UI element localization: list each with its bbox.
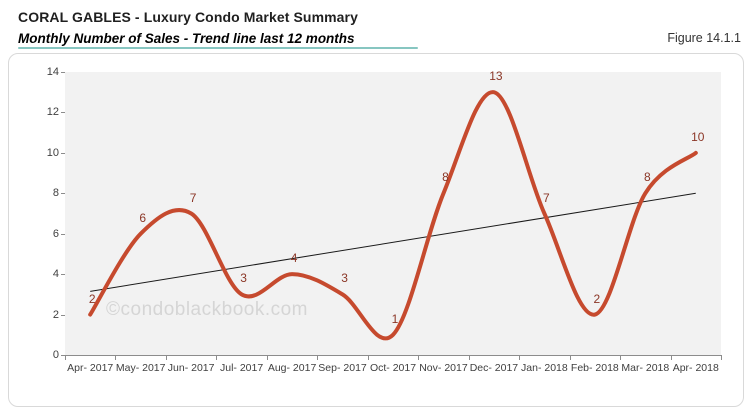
x-axis-tick-label: Oct- 2017 xyxy=(369,362,417,374)
y-axis-tickmark xyxy=(61,193,65,195)
y-axis-tickmark xyxy=(61,152,65,154)
y-axis-tick-label: 2 xyxy=(52,308,59,321)
y-axis-tick-label: 6 xyxy=(52,227,59,240)
x-axis-tick-label: Apr- 2017 xyxy=(67,362,114,374)
y-axis-tickmark xyxy=(61,112,65,114)
y-axis-tickmark xyxy=(61,233,65,235)
trend-line xyxy=(90,192,696,292)
data-point-label: 3 xyxy=(341,271,348,286)
x-axis-tick-label: Dec- 2017 xyxy=(469,362,519,374)
data-point-label: 7 xyxy=(543,190,550,205)
x-axis-tickmark xyxy=(115,355,117,360)
chart-subtitle: Monthly Number of Sales - Trend line las… xyxy=(18,31,355,46)
x-axis-tick-label: Jun- 2017 xyxy=(167,362,215,374)
x-axis-tickmark xyxy=(721,355,722,360)
x-axis-tickmark xyxy=(266,355,268,360)
y-axis-tickmark xyxy=(61,72,65,73)
x-axis-tickmark xyxy=(468,355,470,360)
data-point-label: 4 xyxy=(290,251,298,266)
x-axis-tickmark xyxy=(569,355,571,360)
y-axis-tick-label: 12 xyxy=(46,106,59,119)
x-axis-tick-label: Feb- 2018 xyxy=(570,362,619,374)
y-axis-tickmark xyxy=(61,355,65,356)
x-axis-tickmark xyxy=(317,355,319,360)
x-axis-tick-label: Apr- 2018 xyxy=(672,362,719,374)
x-axis-line xyxy=(65,355,722,356)
x-axis-tickmark xyxy=(620,355,622,360)
x-axis-tick-label: May- 2017 xyxy=(115,362,166,374)
accent-underline xyxy=(18,47,418,49)
y-axis-tick-label: 14 xyxy=(46,66,59,78)
sales-series-line xyxy=(88,90,698,341)
x-axis-tickmark xyxy=(65,355,66,360)
data-point-label: 10 xyxy=(691,129,705,144)
x-axis-tick-label: Jan- 2018 xyxy=(521,362,568,374)
x-axis-tickmark xyxy=(519,355,521,360)
x-axis-tick-label: Jul- 2017 xyxy=(220,362,264,374)
data-point-label: 6 xyxy=(139,210,147,225)
y-axis-tick-label: 4 xyxy=(52,268,59,281)
x-axis-tick-label: Sep- 2017 xyxy=(318,362,367,374)
data-point-label: 2 xyxy=(593,291,601,306)
y-axis-tick-label: 0 xyxy=(52,349,59,361)
y-axis-tickmark xyxy=(61,314,65,316)
data-point-label: 1 xyxy=(391,311,399,326)
x-axis-tickmark xyxy=(216,355,218,360)
data-point-label: 7 xyxy=(189,190,197,205)
figure-number: Figure 14.1.1 xyxy=(667,31,741,45)
page-title: CORAL GABLES - Luxury Condo Market Summa… xyxy=(18,9,358,25)
x-axis-tick-label: Aug- 2017 xyxy=(267,362,317,374)
watermark: ©condoblackbook.com xyxy=(106,299,308,320)
plot-area xyxy=(65,72,721,355)
y-axis-tickmark xyxy=(61,274,65,276)
data-point-label: 3 xyxy=(240,271,247,286)
x-axis-tick-label: Nov- 2017 xyxy=(419,362,468,374)
x-axis-tick-label: Mar- 2018 xyxy=(621,362,670,374)
y-axis-tick-label: 8 xyxy=(52,187,59,200)
x-axis-tickmark xyxy=(165,355,167,360)
data-point-label: 8 xyxy=(643,170,651,185)
x-axis-tickmark xyxy=(418,355,420,360)
data-point-label: 8 xyxy=(442,170,449,185)
data-point-label: 2 xyxy=(88,291,96,306)
data-point-label: 13 xyxy=(489,69,503,84)
x-axis-tickmark xyxy=(367,355,369,360)
y-axis-tick-label: 10 xyxy=(46,146,59,159)
x-axis-tickmark xyxy=(670,355,672,360)
